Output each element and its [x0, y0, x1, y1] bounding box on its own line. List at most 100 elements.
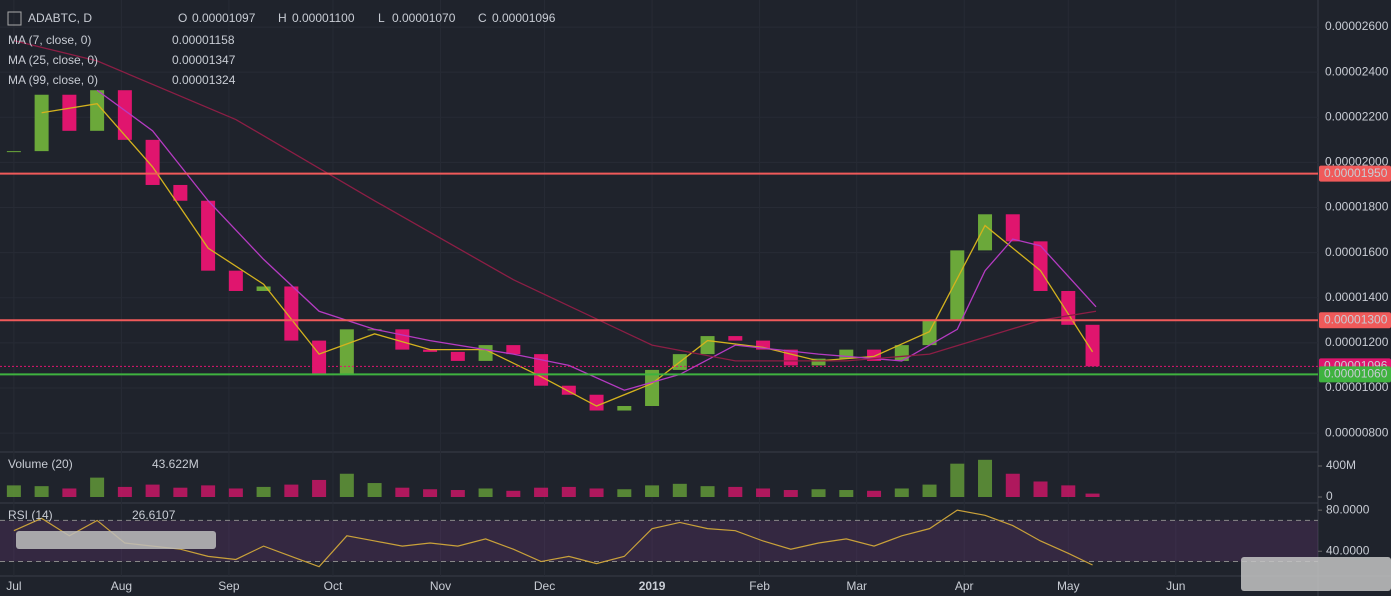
ma-legend-name: MA (25, close, 0) [8, 53, 98, 67]
y-tick-label: 0.00000800 [1325, 425, 1389, 439]
volume-bar [228, 488, 243, 497]
x-tick-label: Aug [111, 579, 132, 593]
volume-bar [700, 486, 715, 497]
volume-bar [90, 477, 105, 497]
y-tick-label: 0.00002000 [1325, 155, 1389, 169]
volume-bar [922, 484, 937, 497]
level-tag [1319, 366, 1391, 383]
volume-tick-label: 400M [1326, 458, 1356, 472]
volume-bar [839, 490, 854, 497]
x-tick-label: Nov [430, 579, 451, 593]
candle [312, 340, 327, 375]
volume-bar [423, 489, 438, 497]
moving-average [41, 103, 1094, 407]
volume-bar [6, 485, 21, 497]
level-label: 0.00001060 [1324, 367, 1388, 381]
collapse-icon [7, 11, 22, 26]
ohlc-key: C [478, 11, 487, 25]
ma-legend-value: 0.00001324 [172, 73, 236, 87]
volume-bar [950, 463, 965, 497]
ohlc-value: 0.00001100 [292, 11, 355, 25]
candle [950, 250, 965, 321]
volume-bar [672, 483, 687, 497]
candle [6, 151, 21, 153]
y-tick-label: 0.00002600 [1325, 19, 1389, 33]
volume-bar [1061, 485, 1076, 497]
volume-bar [617, 489, 632, 497]
obscured-box [16, 531, 216, 549]
candle [201, 200, 216, 271]
x-tick-label: May [1057, 579, 1080, 593]
volume-bar [450, 490, 465, 497]
candle [978, 214, 993, 251]
y-tick-label: 0.00002200 [1325, 109, 1389, 123]
level-label: 0.00001300 [1324, 312, 1388, 326]
volume-bar [894, 488, 909, 497]
rsi-legend-name: RSI (14) [8, 508, 53, 522]
candle [173, 184, 188, 201]
volume-bar [284, 484, 299, 497]
candle [1033, 241, 1048, 291]
candle [34, 94, 49, 152]
x-tick-label: Sep [218, 579, 240, 593]
volume-bar [783, 490, 798, 497]
volume-bar [256, 486, 271, 497]
level-label: 0.00001950 [1324, 166, 1388, 180]
volume-bar [117, 486, 132, 497]
rsi-line [13, 509, 1093, 568]
candle [1005, 214, 1020, 242]
candle [62, 94, 77, 131]
volume-legend-name: Volume (20) [8, 457, 73, 471]
volume-bar [589, 488, 604, 497]
x-tick-label: Dec [534, 579, 555, 593]
volume-bar [645, 485, 660, 497]
ohlc-key: O [178, 11, 187, 25]
volume-bar [756, 488, 771, 497]
volume-bar [62, 488, 77, 497]
volume-bar [811, 489, 826, 497]
x-tick-label: Mar [846, 579, 867, 593]
y-tick-label: 0.00001600 [1325, 245, 1389, 259]
ma-legend-name: MA (99, close, 0) [8, 73, 98, 87]
y-tick-label: 0.00001800 [1325, 200, 1389, 214]
rsi-tick-label: 40.0000 [1326, 543, 1370, 557]
volume-bar [395, 487, 410, 497]
volume-bar [534, 487, 549, 497]
volume-bar [978, 459, 993, 497]
candle [617, 406, 632, 411]
candle [145, 139, 160, 185]
candle [867, 349, 882, 361]
level-tag [1319, 312, 1391, 329]
candle [339, 329, 354, 375]
ma-legend-value: 0.00001158 [172, 33, 235, 47]
volume-bar [367, 483, 382, 497]
volume-tick-label: 0 [1326, 489, 1333, 503]
y-tick-label: 0.00001200 [1325, 335, 1389, 349]
ohlc-key: H [278, 11, 287, 25]
x-tick-label: Jun [1166, 579, 1185, 593]
candle [117, 90, 132, 140]
x-tick-label: Jul [6, 579, 21, 593]
volume-bar [478, 488, 493, 497]
candle [284, 286, 299, 341]
candle [506, 345, 521, 355]
candle [645, 369, 660, 407]
candle [395, 329, 410, 350]
candle [228, 270, 243, 291]
volume-bar [145, 484, 160, 497]
ma-legend-value: 0.00001347 [172, 53, 236, 67]
candle [728, 336, 743, 341]
candle [756, 340, 771, 350]
volume-bar [867, 490, 882, 497]
y-tick-label: 0.00001400 [1325, 290, 1389, 304]
rsi-legend-value: 26.6107 [132, 508, 176, 522]
volume-bar [561, 486, 576, 497]
x-tick-label: Oct [324, 579, 343, 593]
ohlc-value: 0.00001097 [192, 11, 256, 25]
moving-average [13, 39, 1097, 362]
candle [478, 345, 493, 361]
volume-bar [312, 479, 327, 497]
volume-bar [506, 490, 521, 497]
